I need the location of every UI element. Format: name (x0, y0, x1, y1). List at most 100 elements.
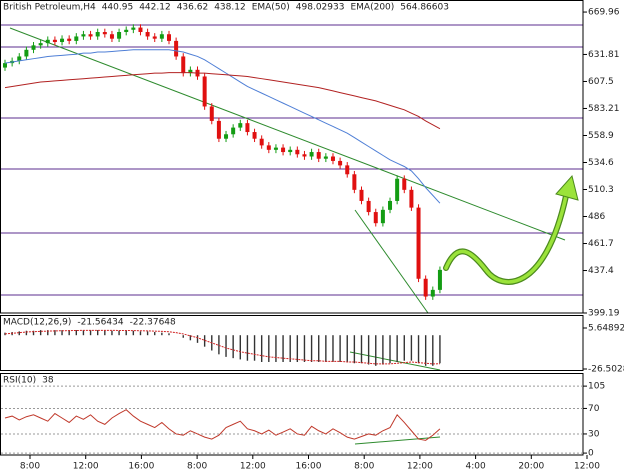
x-tick-label: 4:00 (465, 462, 485, 472)
y-tick-label: 105 (588, 382, 605, 392)
ohlc-value: 438.12 (214, 3, 246, 13)
x-tick-label: 8:00 (187, 462, 207, 472)
candle-body (231, 127, 236, 135)
candle-body (109, 34, 114, 39)
x-tick-label: 12:00 (407, 462, 433, 472)
candle-body (145, 32, 150, 37)
y-tick-label: 70 (588, 404, 600, 414)
y-tick-label: 583.21 (588, 104, 620, 114)
candle-body (423, 278, 428, 297)
indicator-value: -21.56434 (77, 318, 123, 328)
rsi-trendline (354, 436, 441, 445)
y-tick-label: 461.7 (588, 239, 614, 249)
trendline (9, 27, 566, 241)
y-tick-label: -26.5028 (588, 365, 624, 375)
forecast-arrow (443, 174, 579, 285)
y-tick-label: 30 (588, 429, 600, 439)
y-tick-label: 0 (588, 449, 594, 459)
candle-body (245, 123, 250, 133)
candle-body (202, 76, 207, 107)
x-tick-label: 12:00 (73, 462, 99, 472)
candle-body (188, 69, 193, 74)
ema-line (4, 72, 441, 130)
candle-body (388, 200, 393, 210)
rsi-frame (0, 373, 584, 456)
main-frame (0, 0, 584, 314)
candle-body (288, 149, 293, 153)
candle-body (323, 156, 328, 159)
x-tick-label: 8:00 (354, 462, 374, 472)
x-tick-label: 16:00 (128, 462, 154, 472)
level-lines (0, 24, 583, 296)
ohlc-value: 436.62 (177, 3, 209, 13)
candle-body (302, 154, 307, 157)
y-tick-label: 558.9 (588, 131, 614, 141)
candle-body (402, 178, 407, 190)
candle-body (224, 134, 229, 139)
candle-body (95, 32, 100, 37)
candle-body (3, 63, 7, 68)
candle-body (437, 269, 442, 290)
candle-body (17, 56, 22, 61)
y-tick-label: 631.81 (588, 50, 620, 60)
chart-title: British Petroleum,H4 (3, 3, 96, 13)
indicator-value: -22.37648 (130, 318, 176, 328)
candle-body (380, 209, 385, 224)
candle-body (216, 120, 221, 139)
x-tick-label: 8:00 (20, 462, 40, 472)
candle-body (409, 189, 414, 208)
rsi-line (4, 409, 441, 441)
candle-body (24, 49, 29, 57)
legend-value: 498.02933 (296, 3, 345, 13)
candle-body (74, 36, 79, 41)
candle-body (174, 40, 179, 57)
candle-body (166, 34, 171, 41)
indicator-title: MACD(12,26,9) (3, 318, 71, 328)
candle-body (430, 289, 435, 297)
y-tick-label: 510.3 (588, 185, 614, 195)
candle-body (131, 27, 136, 30)
candle-body (38, 43, 43, 46)
x-tick-label: 16:00 (296, 462, 322, 472)
ema-line (4, 49, 441, 204)
macd-frame (0, 315, 584, 371)
candle-body (181, 56, 186, 74)
candle-body (259, 138, 264, 146)
macd-trendline (349, 351, 441, 371)
panel-frames (0, 0, 584, 456)
ohlc-value: 440.95 (102, 3, 134, 13)
candle-body (88, 34, 93, 37)
indicator-value: 38 (42, 376, 54, 386)
candle-body (81, 34, 86, 37)
x-tick-label: 12:00 (574, 462, 600, 472)
candle-body (209, 106, 214, 121)
candle-body (352, 174, 357, 190)
candle-body (238, 123, 243, 128)
candle-body (316, 152, 321, 159)
candle-body (102, 32, 107, 35)
y-tick-label: 607.5 (588, 77, 614, 87)
candle-body (395, 178, 400, 201)
candle-body (45, 39, 50, 44)
candle-body (309, 152, 314, 157)
candle-body (60, 38, 65, 43)
candle-body (273, 147, 278, 150)
candle-body (117, 32, 122, 39)
candle-body (359, 189, 364, 201)
candle-body (52, 39, 57, 43)
candle-body (159, 34, 164, 39)
signal-line (4, 329, 440, 365)
trendline (354, 209, 429, 314)
candle-body (338, 160, 343, 166)
legend-label: EMA(50) (252, 3, 290, 13)
candle-body (373, 212, 378, 224)
y-tick-label: 5.64892 (588, 324, 624, 334)
x-tick-label: 12:00 (240, 462, 266, 472)
x-tick-label: 20:00 (518, 462, 544, 472)
candle-body (330, 156, 335, 161)
candle-body (266, 145, 271, 150)
candle-body (252, 132, 257, 139)
candle-body (138, 27, 143, 33)
